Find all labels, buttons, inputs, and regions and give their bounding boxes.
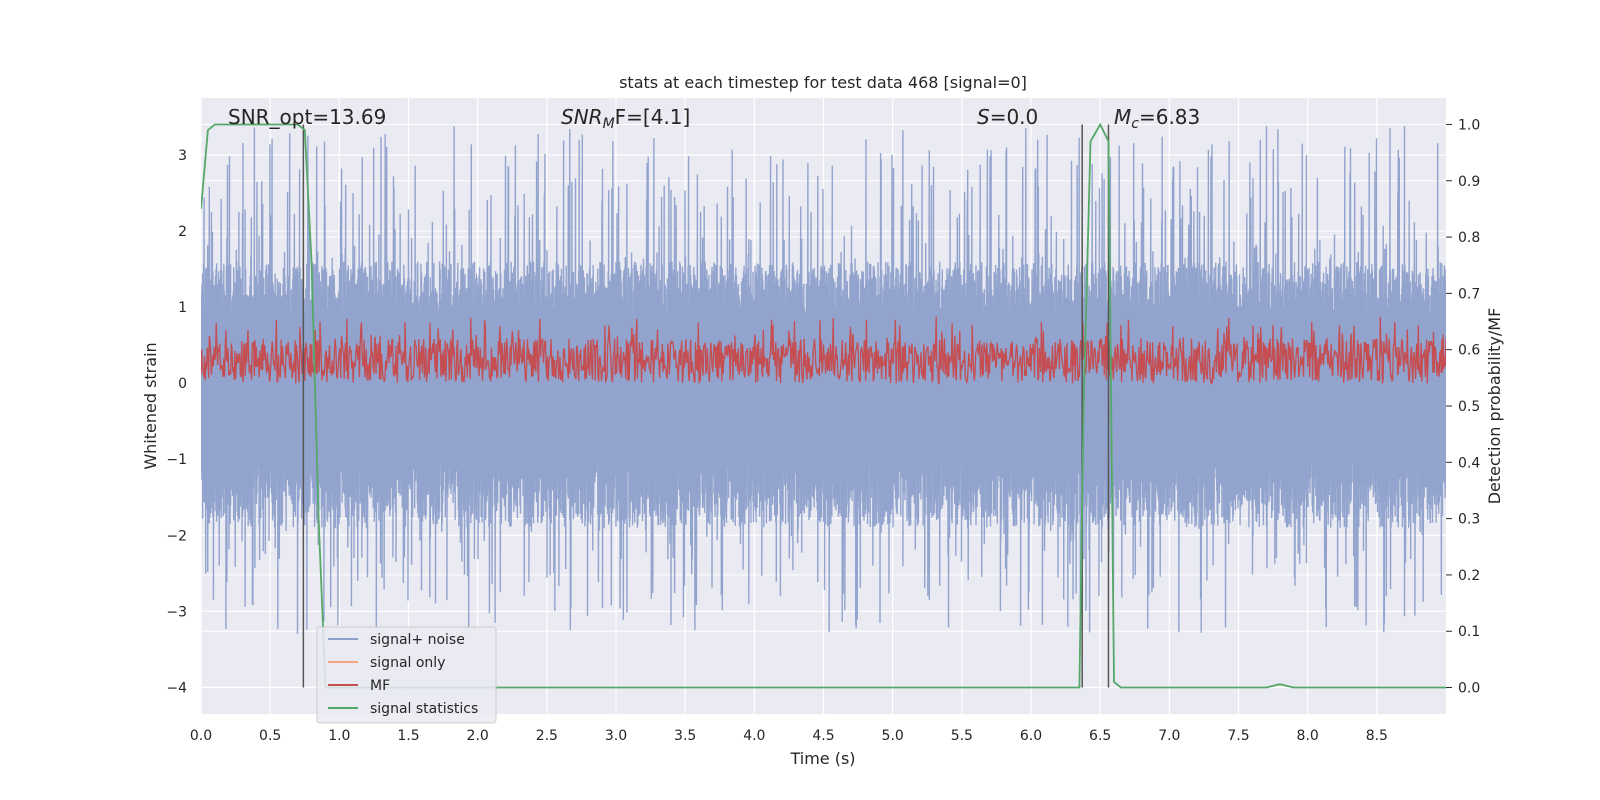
y-tick-label: 1 (178, 300, 187, 316)
annotation-snr-mf-main: SNR (561, 105, 603, 129)
legend-label-signal-statistics: signal statistics (370, 701, 478, 717)
legend-label-mf: MF (370, 678, 390, 694)
y2-axis-label: Detection probability/MF (1485, 308, 1504, 505)
x-tick-label: 3.0 (605, 728, 627, 744)
annotation-mc-main: M (1114, 105, 1131, 129)
annotation-s-rest: =0.0 (990, 105, 1039, 129)
annotation-mc-sub: c (1131, 116, 1139, 132)
x-tick-label: 8.0 (1297, 728, 1319, 744)
y2-tick-label: 0.4 (1458, 455, 1480, 471)
y2-tick-label: 0.6 (1458, 343, 1480, 359)
y2-tick-label: 0.8 (1458, 230, 1480, 246)
x-tick-label: 0.0 (190, 728, 212, 744)
y2-tick-label: 0.9 (1458, 174, 1480, 190)
y2-tick-label: 0.7 (1458, 286, 1480, 302)
x-tick-label: 1.0 (328, 728, 350, 744)
y-tick-label: 0 (178, 376, 187, 392)
legend: signal+ noise signal only MF signal stat… (316, 626, 497, 724)
annotation-snr-mf-rest: F=[4.1] (615, 105, 691, 129)
x-tick-label: 4.0 (743, 728, 765, 744)
y2-tick-label: 0.2 (1458, 568, 1480, 584)
legend-label-signal-only: signal only (370, 655, 445, 671)
series-layer (201, 122, 1446, 689)
ticks: 0.0 0.5 1.0 1.5 2.0 2.5 3.0 3.5 4.0 4.5 5.0 5.5 6.0 6… (166, 117, 1480, 744)
annotation-snr-mf-sub: M (603, 116, 615, 132)
legend-box (316, 626, 497, 724)
annotation-s: S=0.0 (977, 105, 1038, 129)
y-tick-label: −3 (166, 604, 187, 620)
x-tick-label: 0.5 (259, 728, 281, 744)
y-tick-label: 2 (178, 224, 187, 240)
series-mf-line (201, 316, 1446, 386)
x-tick-label: 2.0 (467, 728, 489, 744)
y2-tick-label: 0.1 (1458, 624, 1480, 640)
x-tick-label: 6.0 (1020, 728, 1042, 744)
x-tick-label: 7.5 (1227, 728, 1249, 744)
series-signal-noise-line (201, 125, 1446, 635)
annotation-s-main: S (977, 105, 990, 129)
x-tick-label: 1.5 (397, 728, 419, 744)
y2-tick-label: 1.0 (1458, 117, 1480, 133)
y2-tick-label: 0.5 (1458, 399, 1480, 415)
x-tick-label: 3.5 (674, 728, 696, 744)
chart-title: stats at each timestep for test data 468… (619, 73, 1027, 92)
x-tick-label: 7.0 (1158, 728, 1180, 744)
y-tick-label: −1 (166, 452, 187, 468)
y2-tick-label: 0.3 (1458, 512, 1480, 528)
y-tick-label: −2 (166, 528, 187, 544)
x-tick-label: 6.5 (1089, 728, 1111, 744)
x-tick-label: 8.5 (1366, 728, 1388, 744)
y-tick-label: −4 (166, 680, 187, 696)
x-tick-label: 2.5 (536, 728, 558, 744)
x-tick-label: 5.5 (951, 728, 973, 744)
y2-tick-label: 0.0 (1458, 681, 1480, 697)
annotation-snr-opt: SNR_opt=13.69 (228, 105, 386, 129)
annotation-mc-rest: =6.83 (1139, 105, 1200, 129)
series-signal-statistics-line (201, 122, 1446, 689)
annotation-mc: Mc=6.83 (1114, 105, 1200, 132)
x-tick-label: 4.5 (812, 728, 834, 744)
x-axis-label: Time (s) (789, 749, 855, 768)
y-tick-label: 3 (178, 148, 187, 164)
x-tick-label: 5.0 (882, 728, 904, 744)
legend-label-signal-noise: signal+ noise (370, 632, 465, 648)
annotation-snr-mf: SNRMF=[4.1] (561, 105, 690, 132)
y-axis-label: Whitened strain (141, 342, 160, 469)
